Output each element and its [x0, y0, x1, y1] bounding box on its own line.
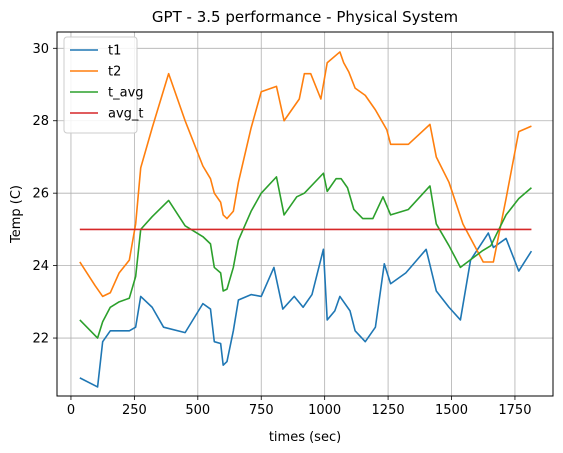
- series-line-t2: [79, 51, 532, 298]
- plot-frame: [56, 31, 554, 397]
- x-tick-label: 500: [185, 403, 210, 418]
- y-tick-label: 22: [32, 332, 49, 347]
- legend-box: [63, 36, 138, 134]
- x-axis-label: times (sec): [269, 430, 341, 445]
- x-tick-label: 250: [122, 403, 147, 418]
- y-tick-label: 26: [32, 187, 49, 202]
- y-axis-label: Temp (C): [9, 185, 24, 244]
- y-tick-label: 30: [32, 42, 49, 57]
- x-tick-label: 1250: [372, 403, 405, 418]
- legend-label: t2: [108, 65, 121, 80]
- legend-label: t_avg: [108, 86, 144, 101]
- x-tick-label: 1750: [498, 403, 531, 418]
- series-line-t-avg: [79, 172, 532, 339]
- legend: t1 t2 t_avg avg_t: [63, 36, 144, 134]
- axis-ticks: 0 250 500 750 1000 1250 1500 1750 22 24 26 28 30: [32, 42, 531, 418]
- legend-label: avg_t: [108, 107, 144, 122]
- x-tick-label: 0: [67, 403, 75, 418]
- y-tick-label: 24: [32, 259, 49, 274]
- y-tick-label: 28: [32, 114, 49, 129]
- x-tick-label: 1500: [435, 403, 468, 418]
- series-lines: [79, 51, 533, 388]
- legend-label: t1: [108, 44, 121, 59]
- x-tick-label: 750: [249, 403, 274, 418]
- x-tick-label: 1000: [308, 403, 341, 418]
- chart-title: GPT - 3.5 performance - Physical System: [152, 8, 458, 26]
- series-line-t1: [79, 232, 533, 388]
